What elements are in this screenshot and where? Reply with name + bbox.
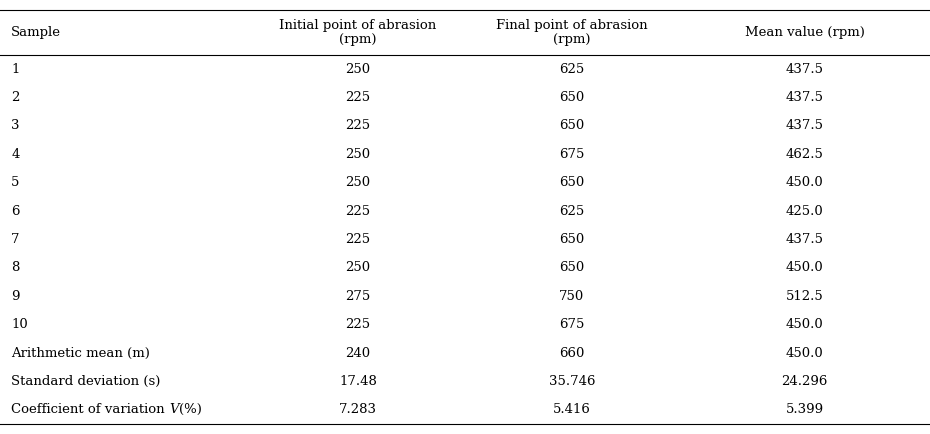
Text: 5: 5 xyxy=(11,176,20,189)
Text: 6: 6 xyxy=(11,204,20,217)
Text: 625: 625 xyxy=(559,204,585,217)
Text: 625: 625 xyxy=(559,62,585,76)
Text: 462.5: 462.5 xyxy=(786,148,823,161)
Text: 275: 275 xyxy=(345,290,371,303)
Text: Sample: Sample xyxy=(11,26,61,39)
Text: 650: 650 xyxy=(559,119,585,132)
Text: 650: 650 xyxy=(559,233,585,246)
Text: 225: 225 xyxy=(345,233,371,246)
Text: V: V xyxy=(169,403,179,416)
Text: 8: 8 xyxy=(11,261,20,274)
Text: 35.746: 35.746 xyxy=(549,375,595,388)
Text: 450.0: 450.0 xyxy=(786,176,823,189)
Text: 650: 650 xyxy=(559,261,585,274)
Text: (%): (%) xyxy=(179,403,202,416)
Text: 675: 675 xyxy=(559,318,585,331)
Text: 660: 660 xyxy=(559,346,585,359)
Text: 225: 225 xyxy=(345,91,371,104)
Text: 9: 9 xyxy=(11,290,20,303)
Text: 750: 750 xyxy=(559,290,585,303)
Text: Coefficient of variation: Coefficient of variation xyxy=(11,403,169,416)
Text: 450.0: 450.0 xyxy=(786,346,823,359)
Text: 5.399: 5.399 xyxy=(786,403,823,416)
Text: Final point of abrasion
(rpm): Final point of abrasion (rpm) xyxy=(496,19,648,46)
Text: 24.296: 24.296 xyxy=(781,375,828,388)
Text: 7.283: 7.283 xyxy=(339,403,377,416)
Text: 450.0: 450.0 xyxy=(786,318,823,331)
Text: 225: 225 xyxy=(345,204,371,217)
Text: 675: 675 xyxy=(559,148,585,161)
Text: 4: 4 xyxy=(11,148,20,161)
Text: Initial point of abrasion
(rpm): Initial point of abrasion (rpm) xyxy=(279,19,437,46)
Text: Mean value (rpm): Mean value (rpm) xyxy=(745,26,864,39)
Text: 450.0: 450.0 xyxy=(786,261,823,274)
Text: 437.5: 437.5 xyxy=(786,62,823,76)
Text: 7: 7 xyxy=(11,233,20,246)
Text: 437.5: 437.5 xyxy=(786,91,823,104)
Text: 1: 1 xyxy=(11,62,20,76)
Text: 650: 650 xyxy=(559,176,585,189)
Text: 250: 250 xyxy=(345,261,371,274)
Text: 3: 3 xyxy=(11,119,20,132)
Text: 250: 250 xyxy=(345,176,371,189)
Text: 425.0: 425.0 xyxy=(786,204,823,217)
Text: 240: 240 xyxy=(345,346,371,359)
Text: 437.5: 437.5 xyxy=(786,233,823,246)
Text: 250: 250 xyxy=(345,148,371,161)
Text: 225: 225 xyxy=(345,119,371,132)
Text: 17.48: 17.48 xyxy=(339,375,377,388)
Text: Standard deviation (s): Standard deviation (s) xyxy=(11,375,161,388)
Text: 10: 10 xyxy=(11,318,28,331)
Text: 437.5: 437.5 xyxy=(786,119,823,132)
Text: 2: 2 xyxy=(11,91,20,104)
Text: 512.5: 512.5 xyxy=(786,290,823,303)
Text: 650: 650 xyxy=(559,91,585,104)
Text: Arithmetic mean (m): Arithmetic mean (m) xyxy=(11,346,150,359)
Text: 225: 225 xyxy=(345,318,371,331)
Text: 250: 250 xyxy=(345,62,371,76)
Text: 5.416: 5.416 xyxy=(553,403,591,416)
